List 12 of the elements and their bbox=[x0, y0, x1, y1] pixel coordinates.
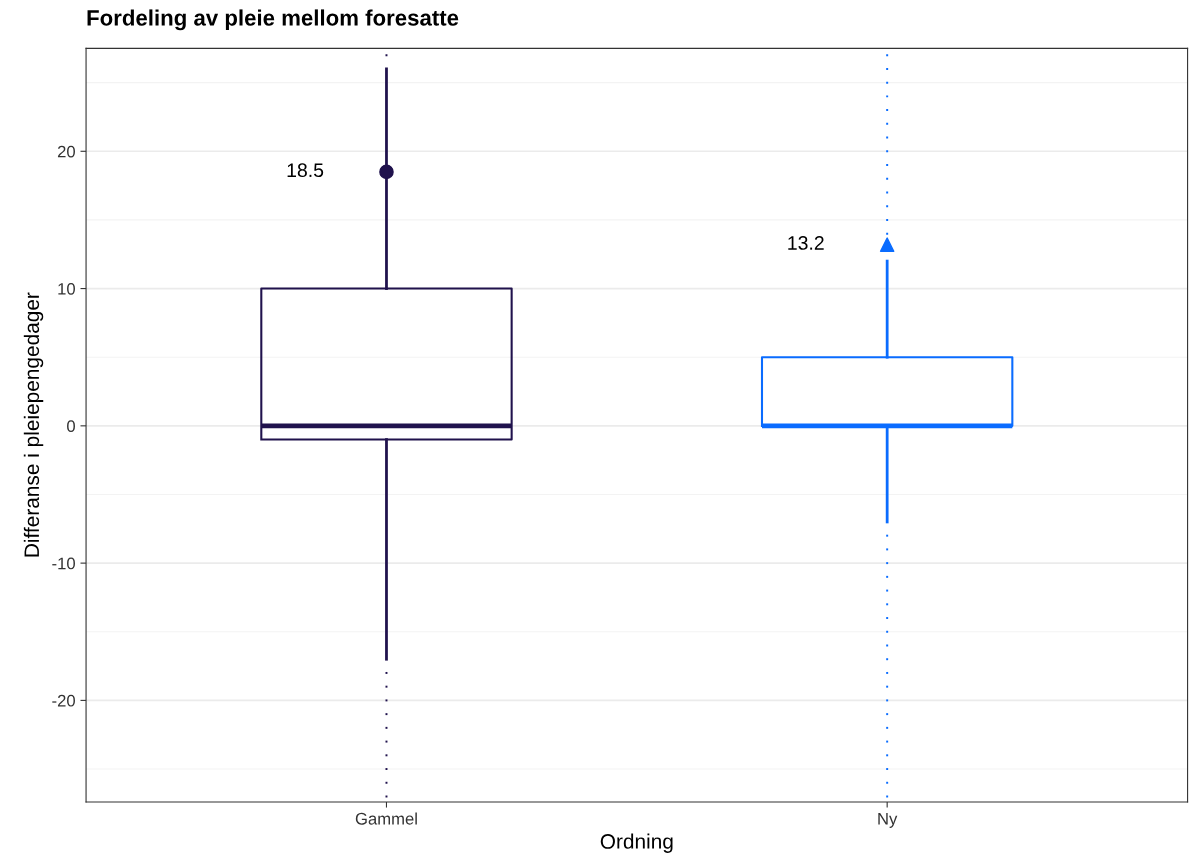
chart-title: Fordeling av pleie mellom foresatte bbox=[87, 9, 459, 31]
y-tick-label: 0 bbox=[67, 420, 75, 433]
y-tick-label: 10 bbox=[58, 282, 75, 295]
y-tick-label: -20 bbox=[52, 694, 75, 707]
y-tick-label: 20 bbox=[57, 145, 75, 158]
x-tick-label: Gammel bbox=[355, 812, 417, 825]
y-tick-label: -10 bbox=[52, 557, 75, 570]
x-axis-title: Ordning bbox=[600, 833, 673, 853]
text: 13.2 bbox=[788, 236, 824, 250]
y-axis-title: Differanse i pleiepengedager bbox=[23, 292, 44, 557]
x-tick-label: Ny bbox=[878, 813, 898, 828]
text: 18.5 bbox=[287, 163, 324, 178]
